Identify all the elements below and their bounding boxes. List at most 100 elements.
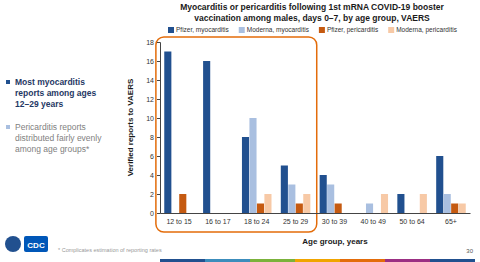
bullet-marker [6,80,10,84]
logo-text: CDC [27,241,45,250]
y-axis-label: Verified reports to VAERS [126,78,135,176]
bar [187,213,194,214]
title: Myocarditis or pericarditis following 1s… [180,2,444,12]
y-tick-mark [157,118,160,119]
stripe [160,259,205,262]
x-tick: 12 to 15 [166,218,191,225]
stripe [205,259,250,262]
bars [164,52,465,214]
legend-label: Moderna, pericarditis [396,26,457,34]
bar [444,194,451,213]
y-tick: 14 [146,77,160,84]
bar [281,166,288,214]
highlight-box [156,37,317,232]
bar [203,61,210,213]
y-tick-mark [157,137,160,138]
x-tick: 65+ [445,218,457,225]
x-tick: 50 to 64 [399,218,424,225]
bar [366,204,373,214]
legend-item: Moderna, myocarditis [239,26,310,34]
legend-item: Moderna, pericarditis [388,26,457,34]
x-tick: 40 to 49 [361,218,386,225]
y-tick-label: 6 [150,153,154,160]
x-tick-label: 65+ [445,218,457,225]
y-tick-label: 0 [150,210,154,217]
y-tick: 0 [150,210,160,217]
legend-swatch [239,27,245,33]
bar [179,194,186,213]
x-tick-label: 12 to 15 [166,218,191,225]
y-tick-mark [157,175,160,176]
y-tick: 6 [150,153,160,160]
bar [436,156,443,213]
bullet-text: Pericarditis reportsdistributed fairly e… [15,122,102,154]
x-tick-label: 16 to 17 [205,218,230,225]
x-tick-label: 25 to 29 [283,218,308,225]
legend-label: Moderna, myocarditis [247,26,310,34]
stripe [295,259,340,262]
bar [303,194,310,213]
y-axis: 0 2 4 6 8 10 12 14 16 18 [146,39,160,217]
bar [211,213,218,214]
y-tick: 8 [150,134,160,141]
bar [320,175,327,213]
bar [373,213,380,214]
legend-swatch [168,27,174,33]
bar [242,137,249,213]
y-tick-label: 14 [146,77,154,84]
y-tick-mark [157,99,160,100]
bar [288,185,295,214]
legend-item: Pfizer, myocarditis [168,26,229,34]
y-tick-label: 18 [146,39,154,46]
bar [257,204,264,214]
y-tick: 10 [146,115,160,122]
legend-label: Pfizer, pericarditis [327,26,379,34]
bar [405,213,412,214]
bullet-text: Most myocarditisreports among ages12–29 … [15,77,97,109]
logo-seal [5,236,21,252]
bar [172,213,179,214]
page-number: 30 [466,248,473,254]
bar [218,213,225,214]
legend-swatch [319,27,325,33]
y-tick-label: 10 [146,115,154,122]
bar [249,118,256,213]
y-tick-mark [157,61,160,62]
y-tick-mark [157,194,160,195]
bullet-marker [6,125,10,129]
x-tick-label: 18 to 24 [244,218,269,225]
bar [420,194,427,213]
x-tick: 18 to 24 [244,218,269,225]
legend-item: Pfizer, pericarditis [319,26,379,34]
y-tick-label: 16 [146,58,154,65]
bar [459,204,466,214]
x-tick: 16 to 17 [205,218,230,225]
x-axis-label: Age group, years [302,237,368,246]
bar [335,204,342,214]
bar [226,213,233,214]
stripe [250,259,295,262]
bar [358,213,365,214]
y-tick-mark [157,213,160,214]
x-axis: 12 to 1516 to 1718 to 2425 to 2930 to 39… [161,214,471,225]
title: vaccination among males, days 0–7, by ag… [194,13,430,23]
x-tick-label: 40 to 49 [361,218,386,225]
bar [381,194,388,213]
y-tick: 16 [146,58,160,65]
bar [412,213,419,214]
stripe [430,259,475,262]
y-tick-label: 2 [150,191,154,198]
y-tick-mark [157,156,160,157]
y-tick: 12 [146,96,160,103]
y-tick-mark [157,42,160,43]
logo-box [24,236,48,252]
legend-swatch [388,27,394,33]
y-tick: 18 [146,39,160,46]
y-tick: 4 [150,172,160,179]
y-tick-label: 4 [150,172,154,179]
x-tick: 25 to 29 [283,218,308,225]
bar [164,52,171,214]
footnote: * Complicates estimation of reporting ra… [58,247,162,253]
stripe [385,259,430,262]
bar [342,213,349,214]
